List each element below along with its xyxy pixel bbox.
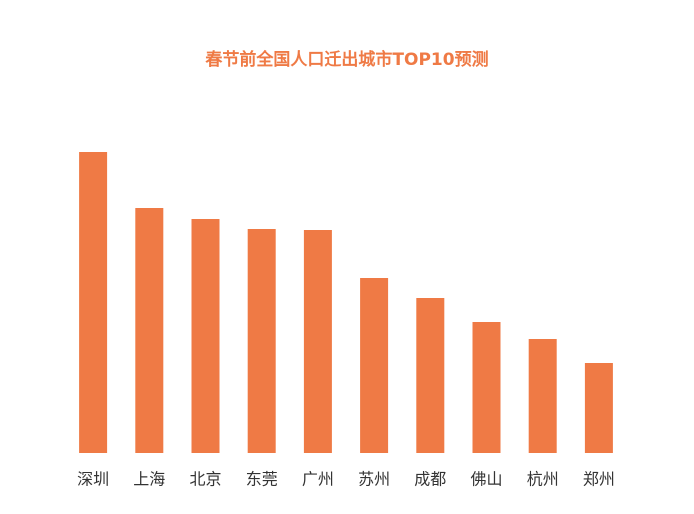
bar — [416, 298, 445, 453]
x-tick-label: 深圳 — [77, 470, 109, 489]
bar — [191, 219, 220, 453]
bar — [360, 278, 389, 453]
x-tick-label: 佛山 — [470, 470, 502, 489]
bar — [528, 339, 557, 453]
x-tick-label: 北京 — [189, 470, 221, 489]
bar — [247, 229, 276, 453]
x-tick-label: 郑州 — [583, 470, 615, 489]
bar — [584, 363, 613, 453]
x-tick-label: 东莞 — [246, 470, 278, 489]
x-tick-label: 成都 — [414, 470, 446, 489]
bar — [135, 208, 164, 453]
x-tick-label: 杭州 — [527, 470, 559, 489]
bar — [472, 322, 501, 453]
chart-title: 春节前全国人口迁出城市TOP10预测 — [205, 49, 488, 70]
x-tick-label: 上海 — [133, 470, 165, 489]
bar — [303, 230, 332, 453]
x-tick-label: 广州 — [302, 470, 334, 489]
x-tick-label: 苏州 — [358, 470, 390, 489]
bar — [79, 152, 108, 453]
